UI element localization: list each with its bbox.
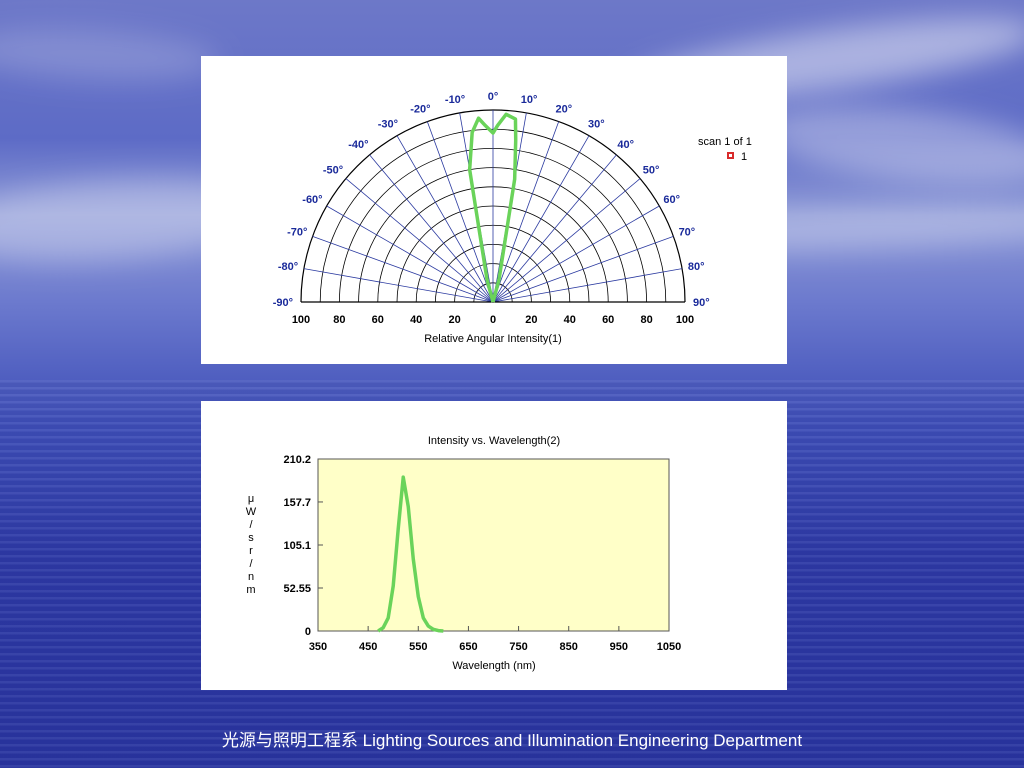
polar-grid-spoke — [492, 205, 660, 303]
polar-grid-spoke — [426, 121, 494, 303]
polar-radial-tick-label: 60 — [372, 314, 384, 326]
polar-radial-tick-label: 20 — [525, 314, 537, 326]
spectrum-x-tick-label: 450 — [359, 641, 377, 653]
polar-angle-tick-label: 20° — [555, 103, 572, 115]
spectrum-y-axis-title-char: μ — [248, 493, 254, 505]
legend-marker-center — [729, 154, 732, 157]
polar-radial-tick-label: 40 — [564, 314, 576, 326]
polar-angle-tick-label: -30° — [378, 119, 398, 131]
spectrum-series-line — [377, 475, 444, 633]
polar-angle-tick-label: -10° — [445, 94, 465, 106]
polar-angle-tick-label: -40° — [348, 139, 368, 151]
spectrum-y-axis-title-char: / — [249, 519, 253, 531]
polar-grid-spoke — [345, 178, 494, 303]
spectrum-chart: Intensity vs. Wavelength(2) 350 450 550 650… — [246, 435, 681, 672]
polar-grid-spoke — [492, 268, 683, 303]
polar-radial-tick-label: 20 — [448, 314, 460, 326]
polar-radial-tick-label: 100 — [676, 314, 694, 326]
polar-angle-tick-label: 50° — [643, 165, 660, 177]
spectrum-y-tick-label: 157.7 — [283, 497, 311, 509]
spectrum-x-tick-label: 1050 — [657, 641, 681, 653]
polar-radial-tick-label: 80 — [333, 314, 345, 326]
spectrum-x-tick-label: 650 — [459, 641, 477, 653]
polar-grid-spoke — [492, 135, 590, 303]
polar-angle-tick-label: 30° — [588, 119, 605, 131]
spectrum-y-tick-label: 52.55 — [283, 583, 311, 595]
polar-angle-tick-label: 60° — [663, 194, 680, 206]
spectrum-y-axis-title-char: / — [249, 558, 253, 570]
spectrum-x-tick-label: 850 — [560, 641, 578, 653]
legend-entry: 1 — [741, 151, 747, 163]
polar-x-axis-title: Relative Angular Intensity(1) — [424, 333, 562, 345]
spectrum-x-tick-label: 550 — [409, 641, 427, 653]
spectrum-y-axis-title-char: m — [246, 584, 255, 596]
polar-angle-tick-label: -90° — [273, 297, 293, 309]
polar-angle-tick-label: 10° — [521, 94, 538, 106]
polar-angle-tick-label: 80° — [688, 261, 705, 273]
spectrum-x-tick-label: 750 — [509, 641, 527, 653]
polar-grid-spoke — [492, 154, 617, 303]
polar-radial-tick-label: 100 — [292, 314, 310, 326]
spectrum-x-tick-label: 950 — [610, 641, 628, 653]
spectrum-y-tick-label: 210.2 — [283, 454, 311, 466]
footer-department-text: 光源与照明工程系 Lighting Sources and Illuminati… — [221, 731, 803, 750]
spectrum-title: Intensity vs. Wavelength(2) — [428, 435, 560, 447]
spectrum-y-tick-label: 105.1 — [283, 540, 311, 552]
legend-title: scan 1 of 1 — [698, 136, 752, 148]
polar-angle-tick-label: -80° — [278, 261, 298, 273]
polar-angle-tick-label: -70° — [287, 227, 307, 239]
spectrum-plot-area — [317, 458, 670, 632]
spectrum-x-axis-title: Wavelength (nm) — [452, 660, 535, 672]
polar-angle-tick-label: 40° — [617, 139, 634, 151]
polar-radial-tick-label: 80 — [640, 314, 652, 326]
polar-radial-tick-label: 60 — [602, 314, 614, 326]
sky-streak — [0, 23, 222, 87]
polar-angle-tick-label: 0° — [488, 91, 499, 103]
polar-radial-tick-label: 40 — [410, 314, 422, 326]
spectrum-y-axis-title-char: r — [249, 545, 253, 557]
polar-grid-spoke — [312, 235, 494, 303]
spectrum-y-axis-title-char: W — [246, 506, 257, 518]
spectrum-y-axis-title-char: n — [248, 571, 254, 583]
spectrum-chart-panel: Intensity vs. Wavelength(2) 350 450 550 650… — [201, 401, 787, 690]
polar-grid-spoke — [369, 154, 494, 303]
polar-angle-tick-label: 90° — [693, 297, 710, 309]
polar-grid-spoke — [303, 268, 494, 303]
polar-angle-tick-label: -50° — [323, 165, 343, 177]
polar-grid-spoke — [492, 178, 641, 303]
polar-series-line — [467, 112, 518, 303]
spectrum-x-tick-label: 350 — [309, 641, 327, 653]
spectrum-y-axis-title-char: s — [248, 532, 254, 544]
polar-intensity-chart: -90°-80°-70°-60°-50°-40°-30°-20°-10° 0° 10… — [273, 91, 752, 345]
polar-chart-panel: -90° -80° -70° -60° -50° -40° -30° -20° -10° 0° 10… — [201, 56, 787, 364]
polar-grid-spoke — [492, 235, 674, 303]
polar-angle-tick-label: -20° — [410, 103, 430, 115]
polar-radial-tick-label: 0 — [490, 314, 496, 326]
polar-grid-spoke — [492, 121, 560, 303]
polar-angle-tick-label: -60° — [302, 194, 322, 206]
spectrum-y-tick-label: 0 — [305, 626, 311, 638]
polar-grid-spoke — [396, 135, 494, 303]
polar-grid-spoke — [326, 205, 494, 303]
polar-angle-tick-label: 70° — [679, 227, 696, 239]
sky-streak — [757, 94, 1024, 196]
